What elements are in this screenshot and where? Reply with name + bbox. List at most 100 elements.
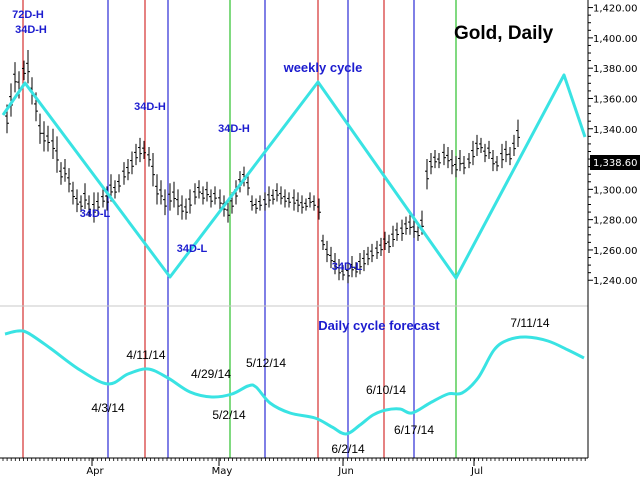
price-bar [516,119,520,147]
price-bar [491,149,495,172]
price-bar [350,256,354,278]
price-bar [479,137,483,153]
date-label: 7/11/14 [510,316,549,330]
price-bar [22,60,26,81]
x-tick-label: Jul [470,466,483,477]
last-price-tag: 1,338.60 [590,155,640,170]
price-bar [147,146,151,167]
price-bar [300,195,304,214]
price-bar [383,231,387,250]
price-bar [458,149,462,172]
price-bar [358,252,362,275]
price-bar [425,159,429,190]
price-bar [287,192,291,208]
price-bar [429,153,433,175]
price-bar [201,186,205,205]
y-tick-label: 1,280.00 [593,216,638,227]
price-bar [188,189,192,214]
price-bar [67,168,71,193]
price-bar [362,249,366,272]
price-bar [408,213,412,235]
cycle-label: 72D-H [12,9,44,21]
x-tick-label: May [212,466,233,477]
price-bar [370,243,374,263]
date-label: 4/3/14 [91,401,125,415]
cycle-label: 34D-H [15,24,47,36]
price-bar [155,174,159,205]
price-bar [13,62,17,93]
daily-cycle-line [4,329,585,436]
price-bar [317,198,321,220]
date-label: 5/12/14 [246,356,286,370]
price-bar [263,192,267,211]
price-bar [442,143,446,166]
x-tick-label: Apr [86,466,104,477]
cycle-label: 34D-H [218,123,250,135]
price-bar [96,192,100,216]
price-bar [366,246,370,266]
price-bar [329,246,333,269]
price-bar [308,192,312,208]
price-bar [79,195,83,213]
date-label: 6/2/14 [331,442,365,456]
date-label: 5/2/14 [212,408,246,422]
price-bar [471,140,475,166]
y-tick-label: 1,340.00 [593,125,638,136]
price-bar [296,192,300,213]
price-bar [46,125,50,152]
price-bar [55,136,59,173]
price-bar [168,183,172,211]
chart-title: Gold, Daily [454,23,554,44]
price-bar [38,113,42,144]
date-label: 6/17/14 [394,423,434,437]
price-bar [292,189,296,211]
price-bar [412,219,416,238]
date-label: 6/10/14 [366,383,406,397]
price-bar [163,189,167,216]
date-labels: 4/11/14 4/3/14 4/29/14 5/12/14 5/2/14 6/10/14… [91,316,550,456]
price-bar [375,240,379,260]
price-axis: 1,240.001,260.001,280.001,300.001,320.00… [587,0,638,458]
weekly-cycle-line [1,73,587,280]
price-bar [92,192,96,223]
price-bar [117,174,121,193]
price-bar [321,234,325,250]
price-bar [312,195,316,211]
price-bar [341,265,345,281]
y-tick-label: 1,380.00 [593,64,638,75]
price-bars [5,49,520,284]
price-bar [254,198,258,214]
price-bar [283,189,287,208]
price-bar [122,162,126,185]
price-bar [151,153,155,187]
price-bar [487,140,491,160]
price-bar [87,195,91,217]
y-tick-label: 1,360.00 [593,94,638,105]
price-bar [101,189,105,208]
price-bar [184,198,188,220]
price-bar [400,219,404,241]
price-bar [258,195,262,211]
time-axis: Apr May Jun Jul [0,457,588,477]
price-bar [193,183,197,205]
price-bar [26,49,30,84]
price-bar [462,156,466,175]
annotation: Daily cycle forecast [318,318,440,333]
price-bar [63,159,67,182]
price-bar [113,180,117,199]
price-bar [180,195,184,220]
price-bar [205,181,209,202]
price-bar [433,149,437,169]
price-bar [159,180,163,205]
price-bar [246,174,250,196]
price-bar [304,198,308,211]
cycle-label: 34D-H [134,101,166,113]
daily-cycle-path [4,329,585,436]
svg-text:1,338.60: 1,338.60 [593,158,638,169]
price-bar [42,121,46,152]
price-bar [404,216,408,235]
price-bar [126,159,130,181]
price-bar [59,162,63,185]
date-label: 4/29/14 [191,367,231,381]
price-bar [130,151,134,175]
